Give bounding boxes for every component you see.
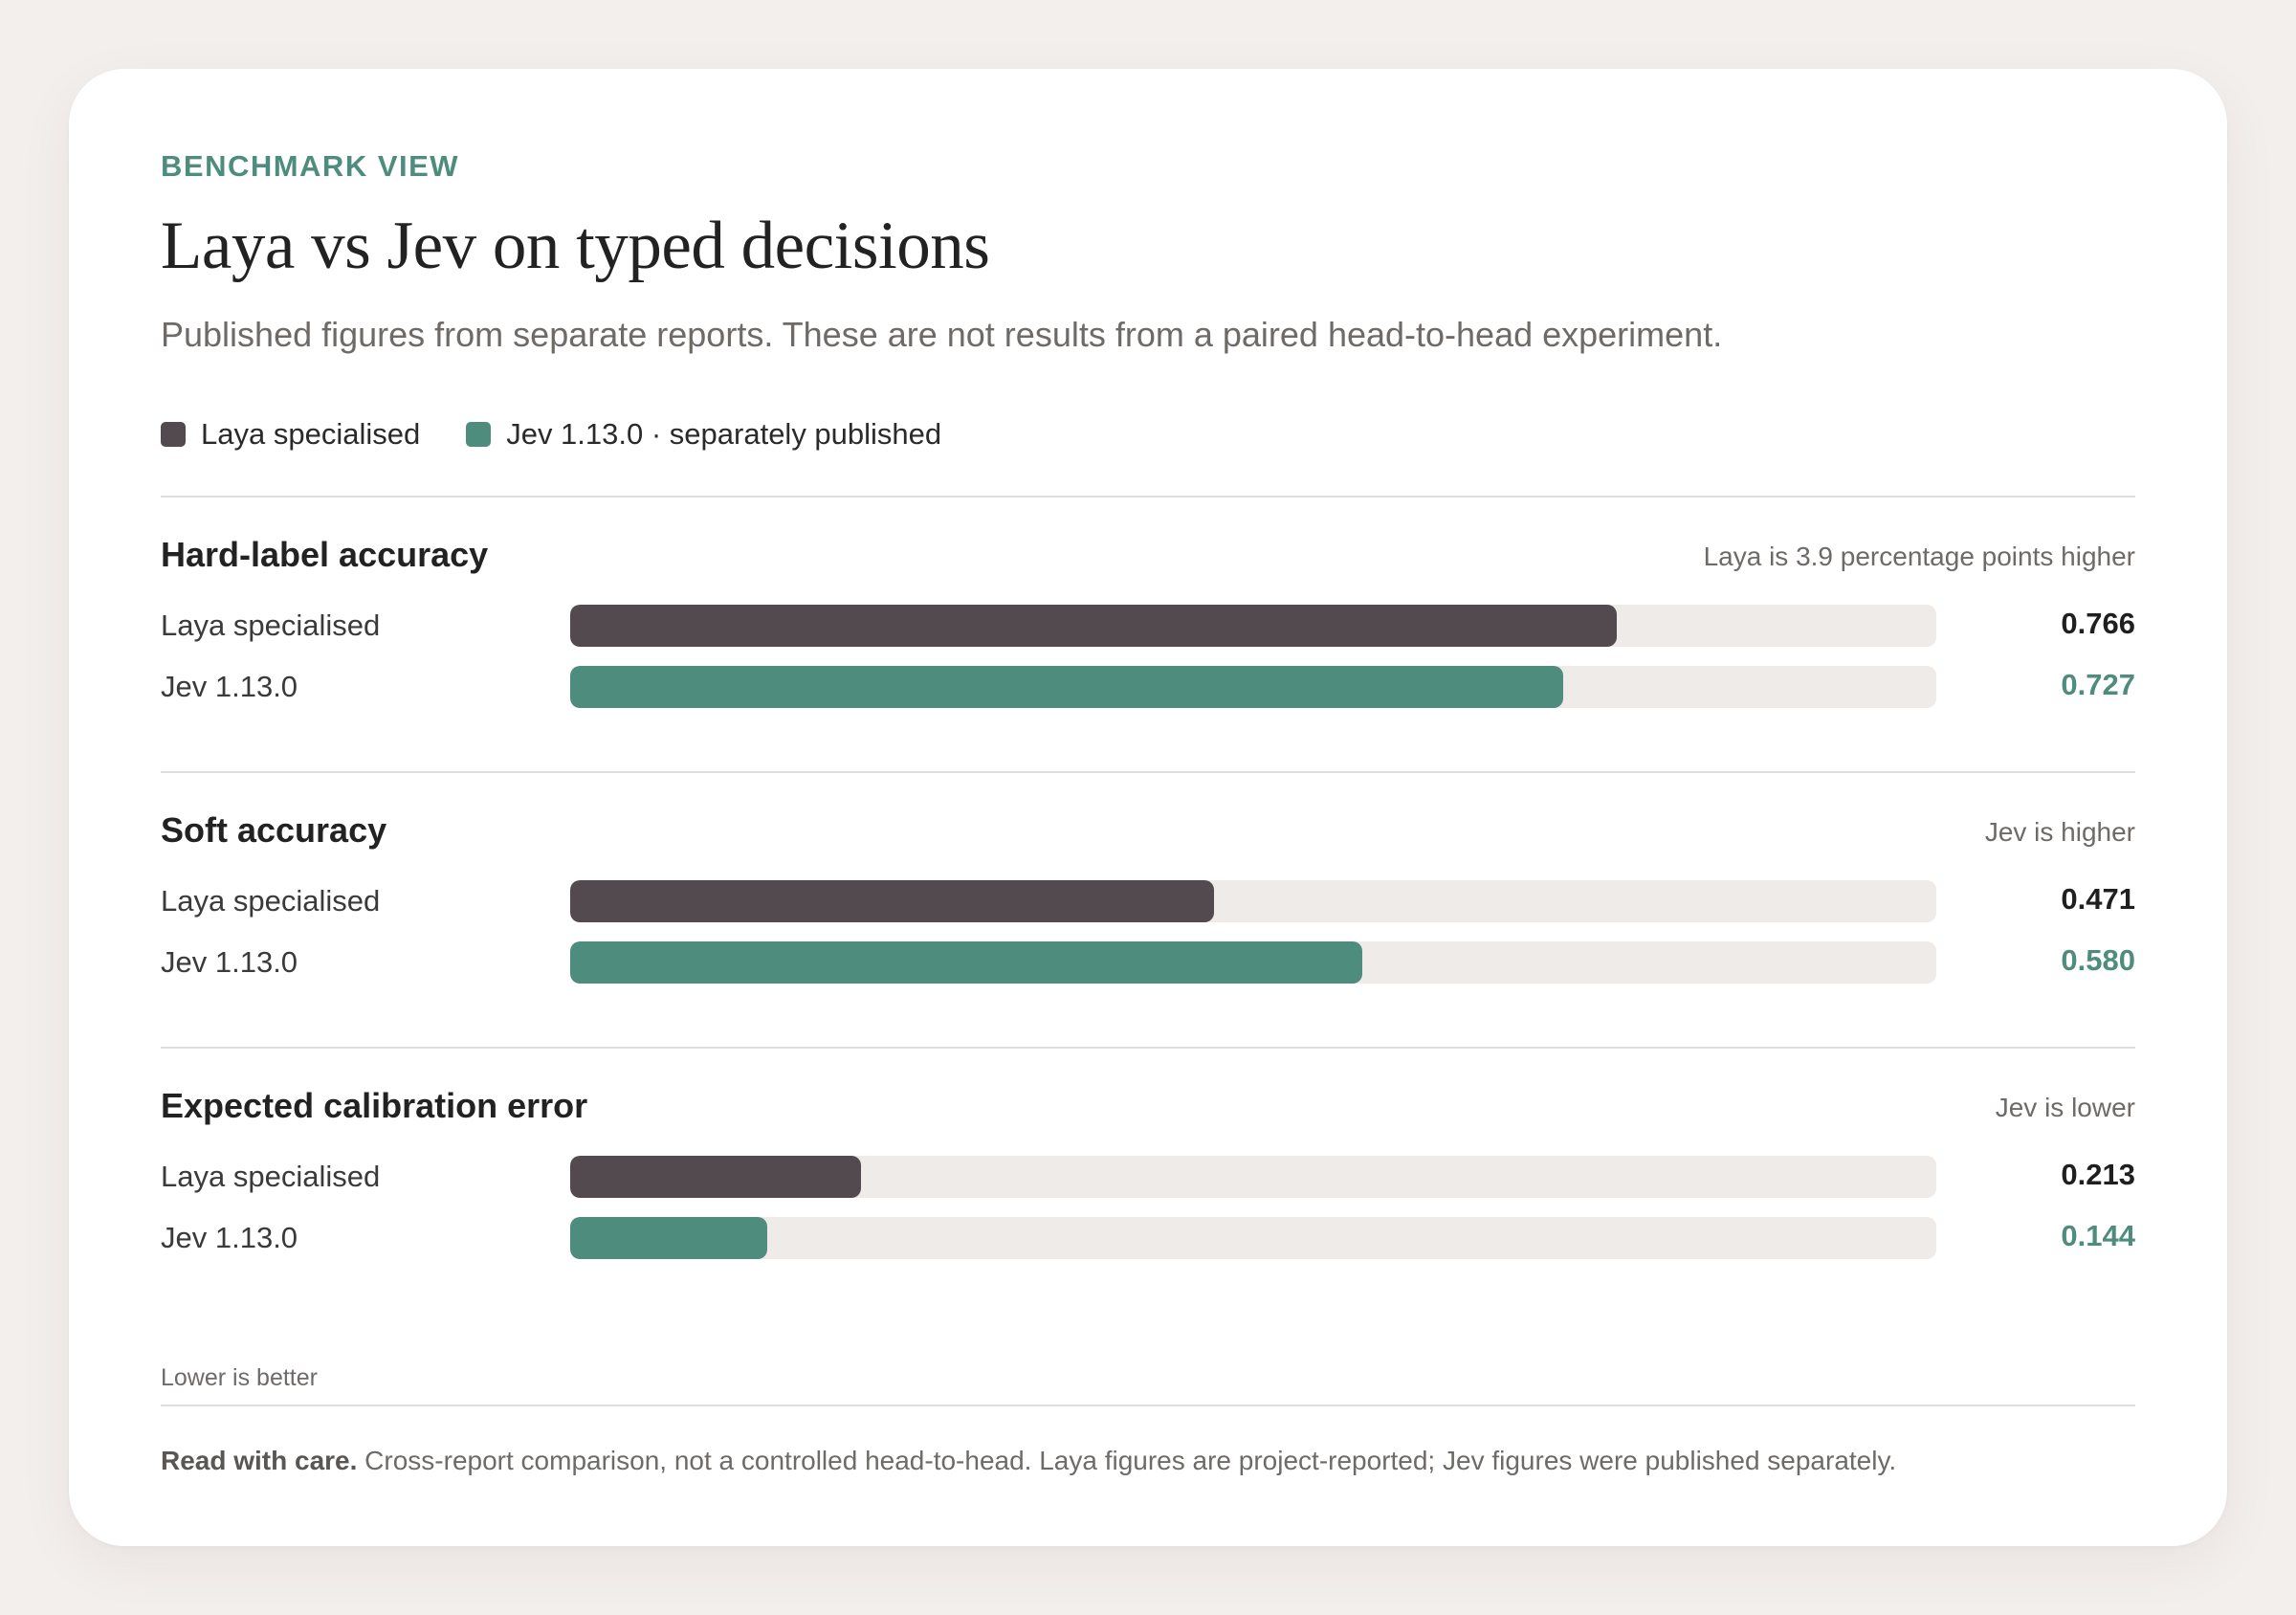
eyebrow-label: BENCHMARK VIEW (161, 149, 460, 183)
bar-label: Laya specialised (161, 1160, 381, 1193)
bar-track (570, 941, 1936, 984)
bar-label: Jev 1.13.0 (161, 1221, 298, 1254)
legend-swatch-jev (466, 421, 492, 447)
bar-track (570, 666, 1936, 708)
bar-row: Laya specialised 0.471 (161, 880, 2135, 922)
panel-title: Expected calibration error (161, 1086, 588, 1125)
legend-label-laya: Laya specialised (201, 417, 421, 451)
bar-row: Jev 1.13.0 0.727 (161, 666, 2135, 708)
bar-value-label: 0.580 (2061, 943, 2135, 977)
legend-swatch-laya (161, 421, 186, 447)
bar-label: Jev 1.13.0 (161, 945, 298, 979)
bar-value-label: 0.766 (2061, 607, 2135, 640)
bar-track (570, 605, 1936, 647)
bar-value-label: 0.471 (2061, 882, 2135, 916)
legend-label-jev: Jev 1.13.0 · separately published (506, 417, 942, 451)
bar-fill (570, 941, 1363, 984)
bar-fill (570, 880, 1214, 922)
footer-note: Read with care. Cross-report comparison,… (161, 1445, 2135, 1477)
legend-item-laya: Laya specialised (161, 419, 420, 449)
bar-track (570, 1156, 1936, 1198)
bar-row: Jev 1.13.0 0.580 (161, 941, 2135, 984)
bar-fill (570, 1217, 767, 1259)
panel-expected-calibration-error: Expected calibration error Jev is lower La… (161, 1047, 2135, 1390)
footer-text: Cross-report comparison, not a controlle… (357, 1446, 1897, 1475)
benchmark-card: BENCHMARK VIEW Laya vs Jev on typed deci… (69, 69, 2227, 1546)
divider (161, 1405, 2135, 1406)
panel-comparison-note: Laya is 3.9 percentage points higher (1703, 542, 2135, 571)
bar-fill (570, 605, 1617, 647)
legend-item-jev: Jev 1.13.0 · separately published (466, 419, 941, 449)
panel-soft-accuracy: Soft accuracy Jev is higher Laya specialis… (161, 771, 2135, 1047)
divider (161, 496, 2135, 498)
bar-label: Jev 1.13.0 (161, 670, 298, 703)
footer-lead: Read with care. (161, 1446, 358, 1475)
bar-value-label: 0.213 (2061, 1158, 2135, 1191)
bar-row: Laya specialised 0.766 (161, 605, 2135, 647)
panel-title: Hard-label accuracy (161, 535, 489, 574)
card-content: BENCHMARK VIEW Laya vs Jev on typed deci… (161, 69, 2135, 1546)
bar-value-label: 0.144 (2061, 1219, 2135, 1252)
chart-legend: Laya specialised Jev 1.13.0 · separately… (161, 419, 987, 449)
bar-label: Laya specialised (161, 608, 381, 642)
panel-title: Soft accuracy (161, 810, 387, 850)
panel-hard-label-accuracy: Hard-label accuracy Laya is 3.9 percentag… (161, 496, 2135, 771)
bar-fill (570, 666, 1564, 708)
bar-fill (570, 1156, 862, 1198)
bar-row: Jev 1.13.0 0.144 (161, 1217, 2135, 1259)
divider (161, 1047, 2135, 1049)
bar-track (570, 880, 1936, 922)
bar-row: Laya specialised 0.213 (161, 1156, 2135, 1198)
panel-comparison-note: Jev is higher (1984, 817, 2135, 847)
page-title: Laya vs Jev on typed decisions (161, 209, 990, 283)
bar-track (570, 1217, 1936, 1259)
bar-value-label: 0.727 (2061, 668, 2135, 701)
panel-comparison-note: Jev is lower (1995, 1093, 2135, 1122)
divider (161, 771, 2135, 773)
panel-footnote: Lower is better (161, 1364, 318, 1391)
page-subtitle: Published figures from separate reports.… (161, 315, 1723, 354)
bar-label: Laya specialised (161, 884, 381, 918)
